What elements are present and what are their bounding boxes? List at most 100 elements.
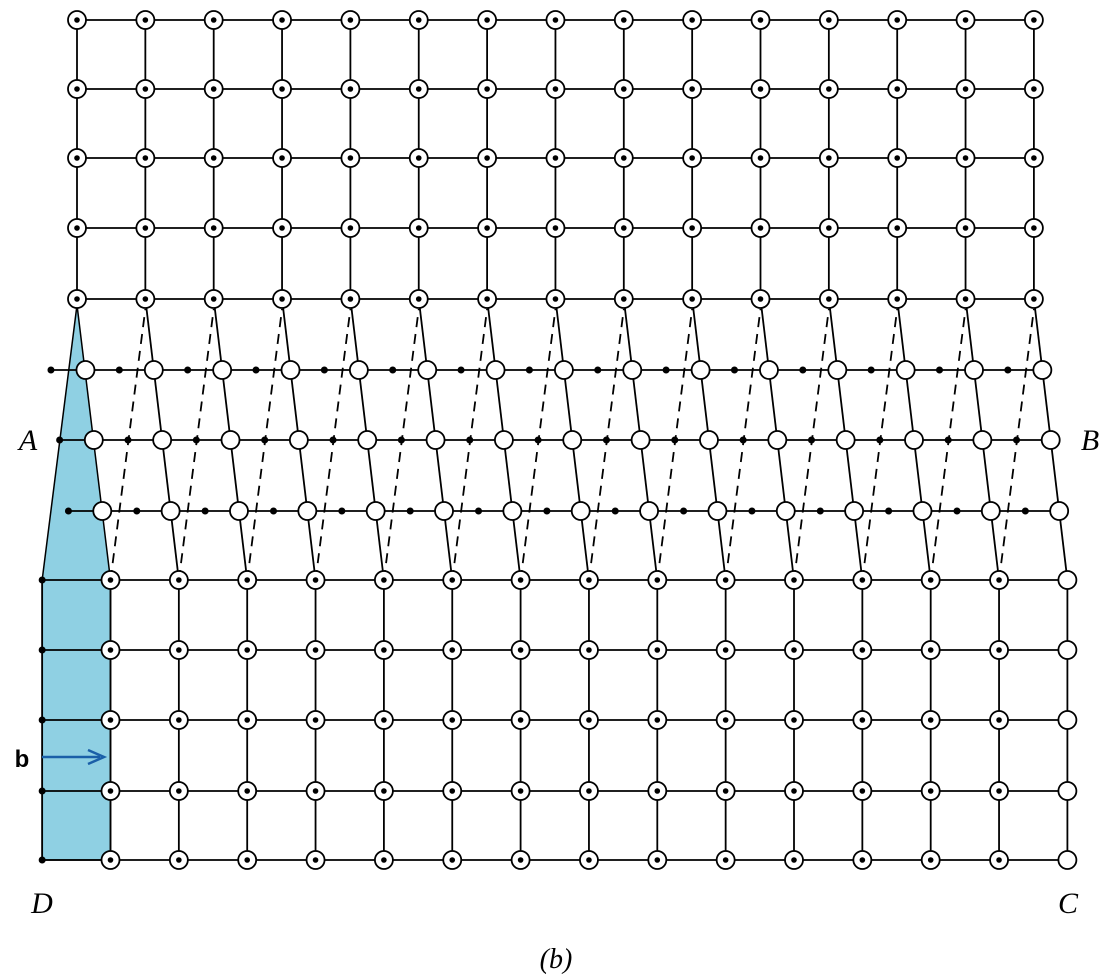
atom-core [484, 296, 490, 302]
shaded-region [41, 304, 112, 861]
atom-core [517, 577, 524, 583]
displaced-atom [92, 501, 113, 521]
atom-core [586, 577, 592, 583]
dashed-bond [519, 308, 557, 581]
atom-core [894, 296, 900, 302]
atom-core [279, 225, 285, 231]
atom-core [722, 857, 729, 863]
displaced-atom [827, 360, 848, 380]
atom-core [996, 577, 1002, 583]
atom-core [415, 17, 422, 23]
atom-core [74, 155, 80, 161]
atom-core [927, 788, 934, 794]
atom-core [621, 155, 627, 161]
small-atom [64, 507, 72, 515]
atom-core [757, 17, 764, 23]
displaced-atom [83, 430, 104, 450]
small-atom [124, 436, 132, 444]
atom-core [722, 717, 729, 723]
atom-core [927, 647, 934, 653]
atom-core [381, 857, 387, 863]
small-atom [1004, 366, 1012, 374]
displaced-atom [365, 501, 386, 521]
atom-core [415, 296, 422, 302]
atom-core [381, 717, 387, 723]
small-atom [730, 366, 738, 374]
displaced-atom [1040, 430, 1061, 450]
atom-core [962, 225, 969, 231]
atom-core [312, 717, 319, 723]
atom-core [210, 225, 217, 231]
atom-core [894, 155, 900, 161]
atom-core [74, 86, 80, 92]
small-atom [397, 436, 405, 444]
small-atom [739, 436, 747, 444]
displaced-atom [502, 501, 523, 521]
displaced-atom [212, 360, 233, 380]
atom-core [826, 155, 832, 161]
atom-core [484, 86, 490, 92]
atom-core [894, 86, 900, 92]
atom-core [279, 86, 285, 92]
atom-core [176, 857, 182, 863]
atom-core [142, 296, 149, 302]
displaced-atom [1032, 360, 1053, 380]
atom-core [962, 86, 969, 92]
small-atom [389, 366, 397, 374]
displaced-atom [229, 501, 249, 521]
small-atom [56, 436, 64, 444]
small-atom [475, 507, 483, 515]
small-atom [466, 436, 474, 444]
small-atom [594, 366, 602, 374]
atom-core [176, 717, 182, 723]
displaced-atom [630, 430, 651, 450]
lattice-atoms [38, 10, 1078, 870]
atom-core [552, 225, 559, 231]
atom-core [859, 788, 866, 794]
displaced-atom [912, 501, 933, 521]
small-atom [534, 436, 542, 444]
atom-core [586, 788, 592, 794]
atom-core [176, 788, 182, 794]
label-c: C [1058, 887, 1079, 920]
small-atom [1013, 436, 1021, 444]
small-atom [269, 507, 277, 515]
dashed-bond [314, 308, 352, 581]
atom-core [826, 296, 832, 302]
atom-core [517, 788, 524, 794]
atom-core [552, 155, 559, 161]
atom-core [347, 86, 354, 92]
displaced-atom [348, 360, 369, 380]
atom-core [552, 296, 559, 302]
atom-core [74, 296, 80, 302]
displaced-atom [143, 360, 164, 380]
small-atom [876, 436, 884, 444]
atom-core [826, 225, 832, 231]
atom-core [449, 647, 456, 653]
label-a: A [17, 424, 38, 457]
small-atom [816, 507, 824, 515]
displaced-atom [1057, 570, 1078, 590]
atom-core [722, 788, 729, 794]
atom-core [552, 17, 559, 23]
atom-core [244, 577, 250, 583]
dashed-bond [383, 308, 420, 581]
atom-core [449, 788, 456, 794]
small-atom [47, 366, 55, 374]
small-atom [192, 436, 200, 444]
displaced-atom [1057, 640, 1078, 660]
atom-core [757, 86, 764, 92]
atom-core [381, 647, 387, 653]
atom-core [381, 788, 387, 794]
displaced-atom [494, 430, 514, 450]
small-atom [38, 576, 46, 584]
atom-core [689, 225, 695, 231]
small-atom [944, 436, 952, 444]
atom-core [484, 225, 490, 231]
atom-core [1031, 225, 1037, 231]
atom-core [996, 857, 1002, 863]
small-atom [1021, 507, 1029, 515]
atom-core [517, 717, 524, 723]
atom-core [689, 86, 695, 92]
dashed-bond [793, 308, 830, 581]
